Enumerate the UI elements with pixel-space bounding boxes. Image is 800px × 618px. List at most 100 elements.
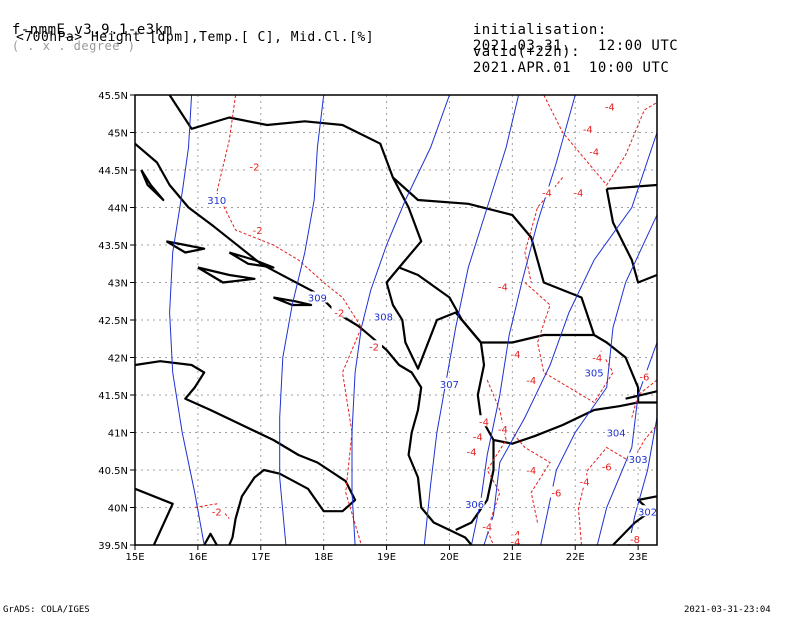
coastlines bbox=[135, 142, 657, 545]
fields-title: <700hPa> Height [dpm],Temp.[ C], Mid.Cl.… bbox=[16, 30, 375, 45]
temp-label-bg bbox=[507, 527, 524, 539]
lat-tick-label: 44N bbox=[108, 204, 128, 215]
valid-time: valid(+22h): 2021.APR.01 10:00 UTC bbox=[455, 28, 669, 76]
height-contour bbox=[540, 214, 657, 545]
lat-tick-label: 39.5N bbox=[98, 541, 128, 552]
lat-tick-label: 40N bbox=[108, 504, 128, 515]
lon-tick-label: 16E bbox=[188, 552, 207, 563]
height-label-bg bbox=[606, 426, 627, 438]
lon-tick-label: 17E bbox=[251, 552, 270, 563]
country-border bbox=[605, 188, 657, 284]
model-title: f-nmmE_v3.9.1-e3km ( . x . degree ) bbox=[0, 6, 173, 54]
height-contour bbox=[169, 95, 205, 545]
temp-label: -4 bbox=[511, 350, 521, 361]
coastline bbox=[228, 251, 275, 269]
lat-tick-label: 44.5N bbox=[98, 166, 128, 177]
temp-label: -4 bbox=[592, 354, 602, 365]
temp-label: -4 bbox=[583, 125, 593, 136]
height-label-bg bbox=[206, 194, 227, 205]
coastline bbox=[135, 142, 473, 545]
temp-label-bg bbox=[331, 306, 348, 318]
temp-contour bbox=[577, 424, 657, 545]
lon-tick-label: 20E bbox=[440, 552, 459, 563]
lat-tick-label: 43.5N bbox=[98, 241, 128, 252]
temp-label: -4 bbox=[605, 102, 615, 113]
valid-value: 2021.APR.01 10:00 UTC bbox=[472, 60, 670, 76]
height-label: 309 bbox=[308, 294, 327, 305]
coastline bbox=[625, 390, 657, 400]
temp-label-bg bbox=[494, 422, 511, 434]
height-label: 310 bbox=[207, 196, 226, 207]
init-time: initialisation: 2021.03.31. 12:00 UTC bbox=[455, 6, 678, 54]
height-contour bbox=[423, 95, 520, 545]
init-value: 2021.03.31. 12:00 UTC bbox=[472, 38, 679, 54]
temp-label: -6 bbox=[602, 462, 612, 473]
country-border bbox=[606, 183, 657, 190]
temp-label: -4 bbox=[526, 376, 536, 387]
temp-label-bg bbox=[538, 186, 555, 198]
coastline bbox=[140, 169, 165, 202]
coastline bbox=[197, 266, 256, 284]
temp-contour bbox=[511, 432, 551, 523]
temp-label: -4 bbox=[580, 477, 590, 488]
temp-contour bbox=[524, 282, 614, 404]
temp-label: -4 bbox=[589, 147, 599, 158]
temp-label-bg bbox=[626, 533, 643, 544]
init-label: initialisation: bbox=[472, 22, 607, 38]
temp-label-bg bbox=[507, 535, 524, 547]
height-label: 303 bbox=[629, 455, 648, 466]
temp-label: -6 bbox=[551, 489, 561, 500]
temp-label-bg bbox=[523, 464, 540, 475]
lat-tick-label: 41N bbox=[108, 429, 128, 440]
height-contours bbox=[169, 95, 657, 545]
temp-contour bbox=[524, 177, 564, 283]
valid-label: valid(+22h): bbox=[472, 44, 581, 60]
temp-label: -2 bbox=[369, 342, 379, 353]
height-label: 302 bbox=[638, 507, 657, 518]
temperature-contours bbox=[194, 95, 657, 545]
height-label-bg bbox=[584, 366, 605, 378]
temp-contour bbox=[194, 503, 230, 520]
height-label-bg bbox=[373, 310, 394, 322]
temp-label-bg bbox=[507, 347, 524, 359]
country-borders bbox=[168, 95, 657, 531]
lon-tick-label: 19E bbox=[377, 552, 396, 563]
coastline bbox=[135, 360, 357, 545]
temp-label: -4 bbox=[473, 432, 483, 443]
temp-label: -4 bbox=[526, 466, 536, 477]
axis-ticks: 15E 16E 17E 18E 19E 20E 21E 22E 23E 39.5N 40N 40.5N… bbox=[98, 91, 647, 563]
temp-label: -4 bbox=[466, 447, 476, 458]
height-contour bbox=[351, 95, 450, 545]
height-label-bg bbox=[464, 497, 485, 509]
lat-tick-label: 40.5N bbox=[98, 466, 128, 477]
lon-tick-label: 18E bbox=[314, 552, 333, 563]
temp-label: -2 bbox=[250, 162, 260, 173]
coastline bbox=[165, 240, 206, 254]
temp-label: -4 bbox=[482, 522, 492, 533]
height-label: 305 bbox=[585, 369, 604, 380]
country-border bbox=[168, 95, 657, 445]
temp-label-bg bbox=[548, 486, 565, 498]
contour-labels: 310309308307306305304303302-2-2-2-2-2-4-… bbox=[206, 100, 658, 548]
temp-label-bg bbox=[494, 280, 511, 292]
lon-tick-label: 23E bbox=[629, 552, 648, 563]
temp-label: -4 bbox=[511, 537, 521, 548]
height-label: 308 bbox=[374, 312, 393, 323]
lat-tick-label: 45N bbox=[108, 129, 128, 140]
coastline bbox=[203, 532, 218, 545]
temp-label: -4 bbox=[498, 282, 508, 293]
lat-tick-label: 42N bbox=[108, 354, 128, 365]
temp-label-bg bbox=[208, 505, 225, 517]
height-contour bbox=[471, 95, 576, 545]
lon-tick-label: 22E bbox=[566, 552, 585, 563]
footer-timestamp: 2021-03-31-23:04 bbox=[684, 605, 771, 615]
temp-contour bbox=[216, 95, 362, 433]
height-label: 307 bbox=[440, 380, 459, 391]
height-label: 306 bbox=[465, 500, 484, 511]
temp-contour bbox=[486, 379, 507, 545]
height-label: 304 bbox=[607, 429, 626, 440]
temp-label-bg bbox=[469, 430, 486, 442]
temp-label: -8 bbox=[630, 535, 640, 546]
temp-label-bg bbox=[523, 374, 540, 385]
